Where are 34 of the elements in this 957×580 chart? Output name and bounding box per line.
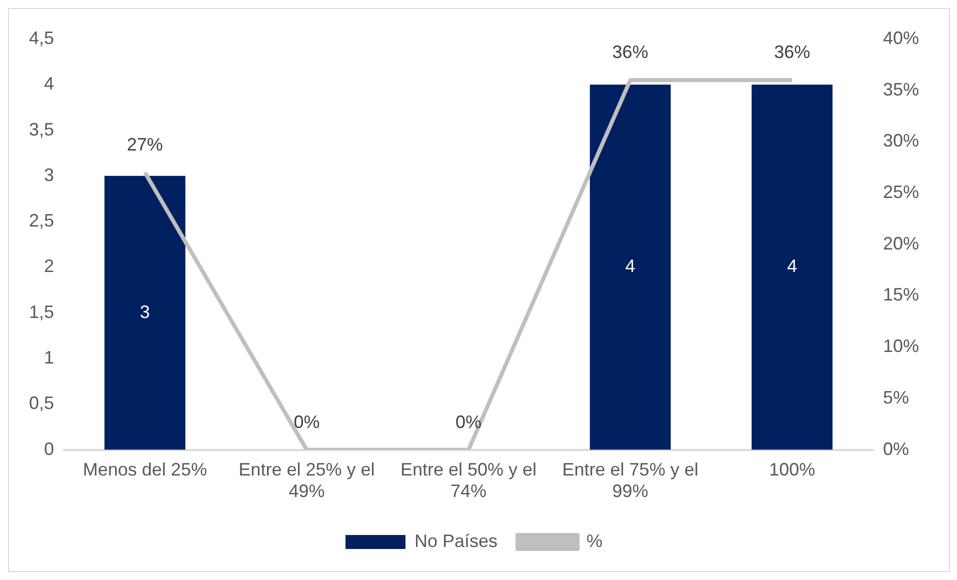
y2-tick-label: 15% (882, 284, 920, 305)
y2-tick-label: 30% (882, 130, 920, 151)
y2-tick-label: 0% (882, 438, 909, 459)
y2-tick-label: 40% (882, 28, 920, 48)
data-label: 0% (455, 412, 482, 432)
data-label: 4 (625, 256, 636, 276)
legend-label: No Países (414, 530, 498, 551)
y-tick-label: 3,5 (28, 119, 54, 140)
legend-label: % (586, 530, 603, 551)
x-tick-label: Entre el 75% y el 99% (562, 460, 698, 502)
y-tick-label: 2,5 (28, 210, 54, 231)
data-label: 27% (126, 134, 163, 154)
data-label: 4 (787, 256, 798, 276)
y2-tick-label: 20% (882, 233, 920, 254)
y-tick-label: 1,5 (28, 302, 54, 322)
y2-tick-label: 5% (882, 387, 909, 408)
y-tick-label: 4,5 (28, 28, 54, 48)
x-tick-label: Menos del 25% (82, 460, 207, 480)
x-tick-label: Entre el 50% y el 74% (400, 460, 537, 502)
data-label: 3 (140, 302, 150, 322)
y2-tick-label: 10% (882, 336, 920, 356)
x-tick-label: 100% (769, 460, 816, 480)
y-tick-label: 2 (44, 256, 54, 276)
y-tick-label: 0,5 (28, 393, 54, 414)
y-tick-label: 0 (44, 438, 54, 459)
y-tick-label: 3 (44, 164, 54, 185)
data-label: 36% (774, 42, 810, 62)
x-tick-label: Entre el 25% y el 49% (238, 460, 375, 502)
y-tick-label: 4 (44, 74, 54, 94)
y-tick-label: 1 (44, 347, 54, 368)
data-label: 0% (294, 412, 320, 432)
y2-tick-label: 25% (882, 182, 920, 202)
data-label: 36% (612, 42, 648, 62)
y2-tick-label: 35% (882, 79, 920, 100)
